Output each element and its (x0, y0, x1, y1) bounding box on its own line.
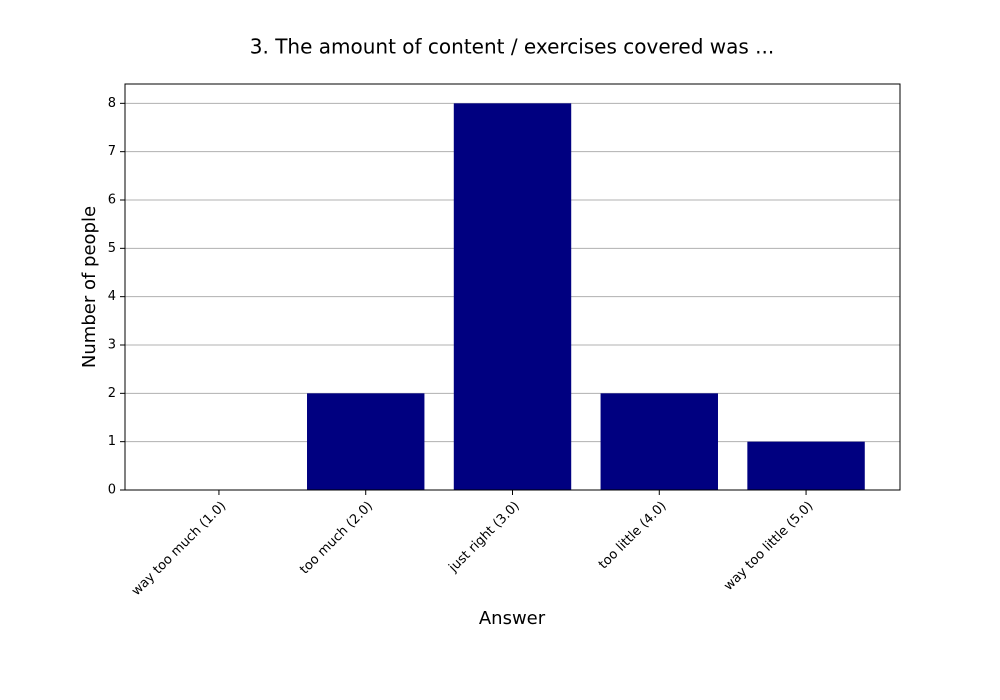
y-tick-label: 3 (108, 338, 116, 353)
y-tick-label: 6 (108, 193, 116, 208)
y-tick-label: 2 (108, 386, 116, 401)
y-tick-label: 8 (108, 96, 116, 111)
y-tick-label: 7 (108, 144, 116, 159)
bar (747, 441, 865, 490)
bar (307, 393, 425, 490)
chart-title: 3. The amount of content / exercises cov… (250, 35, 774, 59)
x-axis-label: Answer (479, 608, 546, 629)
bar (453, 103, 572, 490)
y-tick-label: 5 (108, 241, 116, 256)
y-tick-label: 1 (108, 434, 116, 449)
plot-frame (124, 83, 901, 491)
y-tick-label: 4 (108, 289, 116, 304)
y-tick-label: 0 (108, 483, 116, 498)
bar (600, 393, 718, 490)
y-axis-label: Number of people (79, 206, 100, 368)
